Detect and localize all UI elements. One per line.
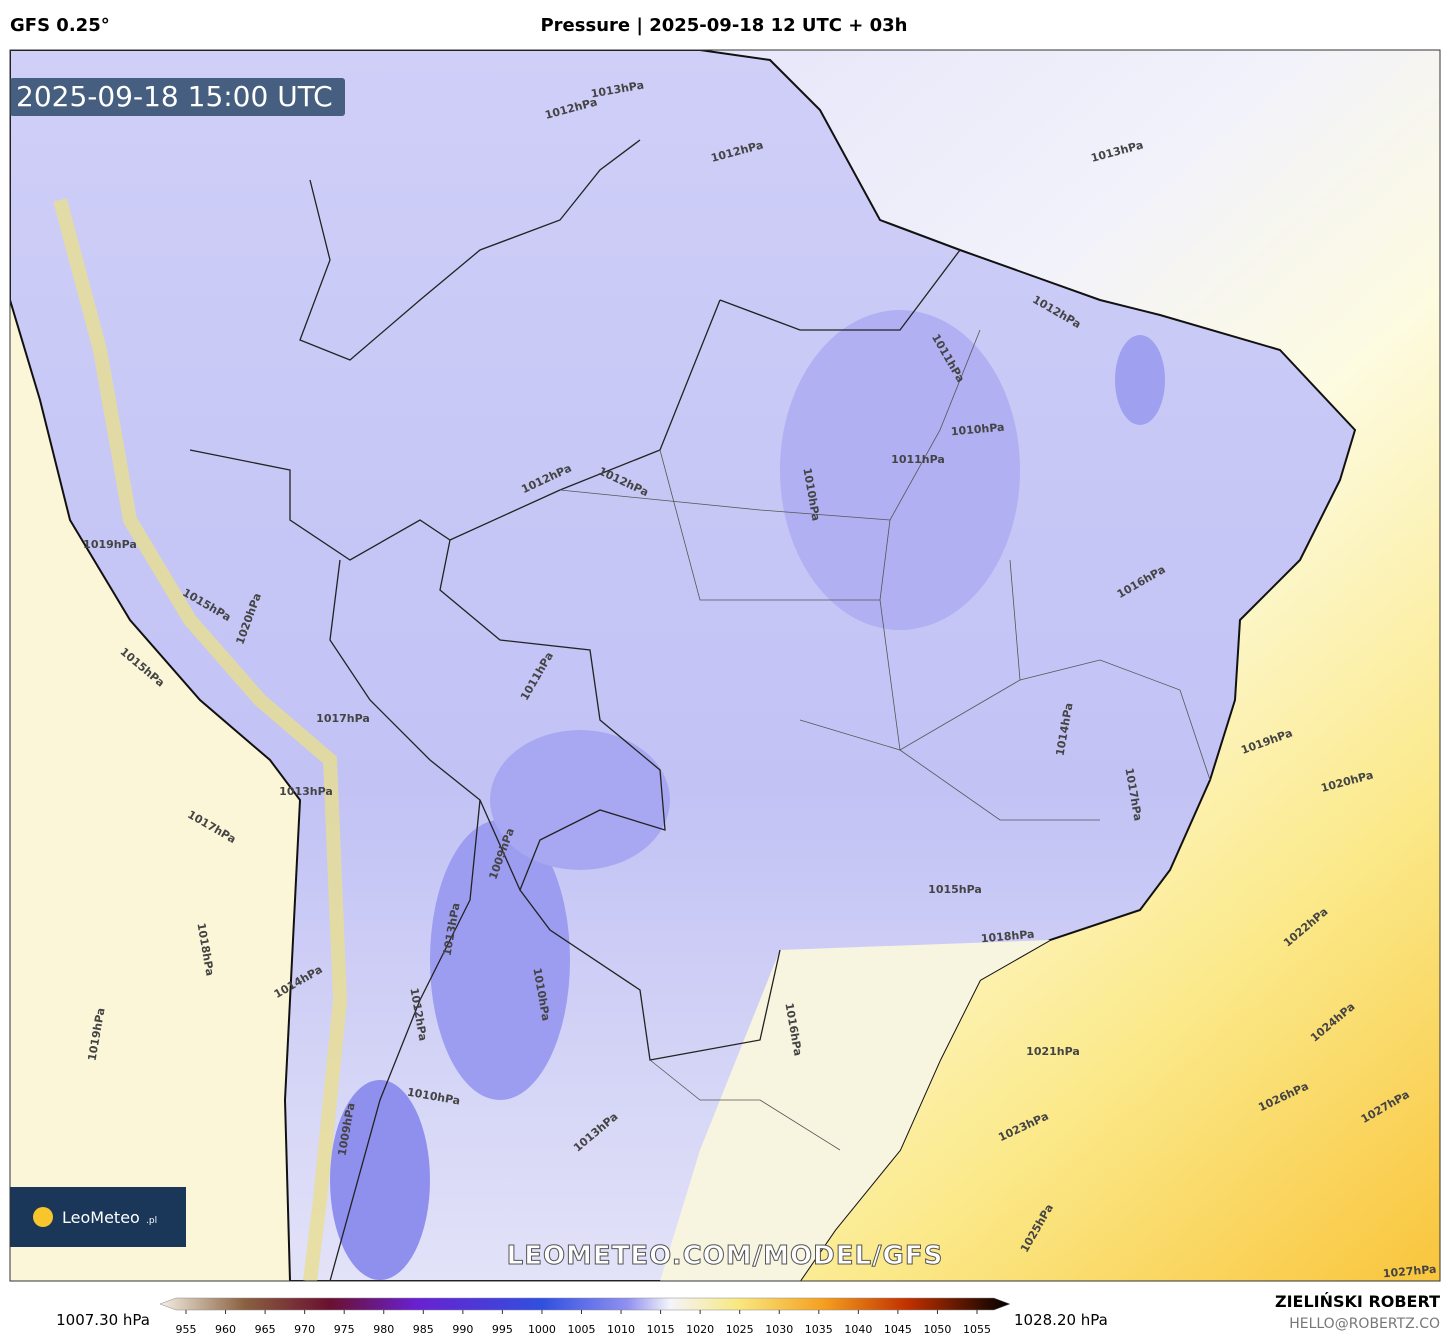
colorbar-tick-label: 985: [413, 1323, 434, 1336]
contour-label: 1013hPa: [279, 785, 333, 798]
colorbar-tick-label: 975: [334, 1323, 355, 1336]
colorbar-tick-label: 1000: [528, 1323, 556, 1336]
colorbar-tick-label: 1035: [805, 1323, 833, 1336]
contour-label: 1017hPa: [316, 712, 370, 725]
model-label: GFS 0.25°: [10, 15, 110, 36]
colorbar: [159, 1297, 1011, 1311]
colorbar-tick-label: 1030: [765, 1323, 793, 1336]
contour-label: 1027hPa: [1382, 1263, 1437, 1281]
colorbar-tick-label: 1040: [844, 1323, 872, 1336]
map: 1013hPa1012hPa1012hPa1013hPa1012hPa1011h…: [10, 50, 1440, 1281]
watermark: LEOMETEO.COM/MODEL/GFS: [507, 1241, 944, 1271]
colorbar-tick-label: 960: [215, 1323, 236, 1336]
colorbar-tick-label: 1010: [607, 1323, 635, 1336]
logo-suffix: .pl: [146, 1216, 157, 1226]
colorbar-tick-label: 980: [373, 1323, 394, 1336]
colorbar-min: 1007.30 hPa: [56, 1311, 150, 1329]
contour-label: 1018hPa: [980, 928, 1035, 946]
map-title: Pressure | 2025-09-18 12 UTC + 03h: [540, 15, 907, 36]
colorbar-tick-label: 1020: [686, 1323, 714, 1336]
map-frame: [9, 49, 1441, 1282]
timestamp: 2025-09-18 15:00 UTC: [16, 80, 333, 113]
colorbar-tick-label: 990: [452, 1323, 473, 1336]
colorbar-tick-label: 970: [294, 1323, 315, 1336]
colorbar-max: 1028.20 hPa: [1014, 1311, 1108, 1329]
contour-label: 1011hPa: [891, 453, 945, 466]
colorbar-tick-label: 995: [492, 1323, 513, 1336]
contour-label: 1019hPa: [83, 538, 137, 551]
colorbar-tick-label: 1050: [923, 1323, 951, 1336]
contour-label: 1021hPa: [1026, 1045, 1080, 1058]
colorbar-tick-label: 955: [176, 1323, 197, 1336]
contour-label: 1010hPa: [950, 421, 1005, 439]
logo-text: LeoMeteo: [62, 1208, 140, 1227]
author: ZIELIŃSKI ROBERT: [1275, 1292, 1440, 1311]
email: HELLO@ROBERTZ.CO: [1289, 1316, 1440, 1332]
colorbar-tick-label: 1005: [568, 1323, 596, 1336]
colorbar-tick-label: 1025: [726, 1323, 754, 1336]
logo-sun: [33, 1207, 53, 1227]
contour-label: 1015hPa: [928, 883, 982, 896]
colorbar-tick-label: 1055: [963, 1323, 991, 1336]
colorbar-tick-label: 965: [255, 1323, 276, 1336]
colorbar-tick-label: 1015: [647, 1323, 675, 1336]
colorbar-tick-label: 1045: [884, 1323, 912, 1336]
